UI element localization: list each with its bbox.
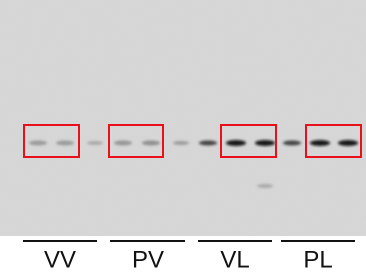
band (114, 141, 132, 146)
group-label: PV (132, 246, 164, 273)
band (199, 141, 217, 146)
faint-band (257, 184, 273, 188)
band (310, 140, 330, 146)
band (283, 141, 301, 146)
band (173, 141, 189, 145)
gel-figure: VV PV VL PL (0, 0, 366, 273)
band (226, 140, 246, 146)
page: {"groups": ["VV", "PV", "VL", "PL"]} (0, 0, 366, 273)
gel-texture (0, 0, 366, 236)
band (56, 141, 74, 146)
group-label: VL (220, 246, 249, 273)
band (255, 140, 275, 146)
group-label: PL (303, 246, 332, 273)
band (338, 140, 358, 146)
band (87, 141, 103, 145)
band (29, 141, 47, 146)
group-label: VV (44, 246, 76, 273)
band (142, 141, 160, 146)
